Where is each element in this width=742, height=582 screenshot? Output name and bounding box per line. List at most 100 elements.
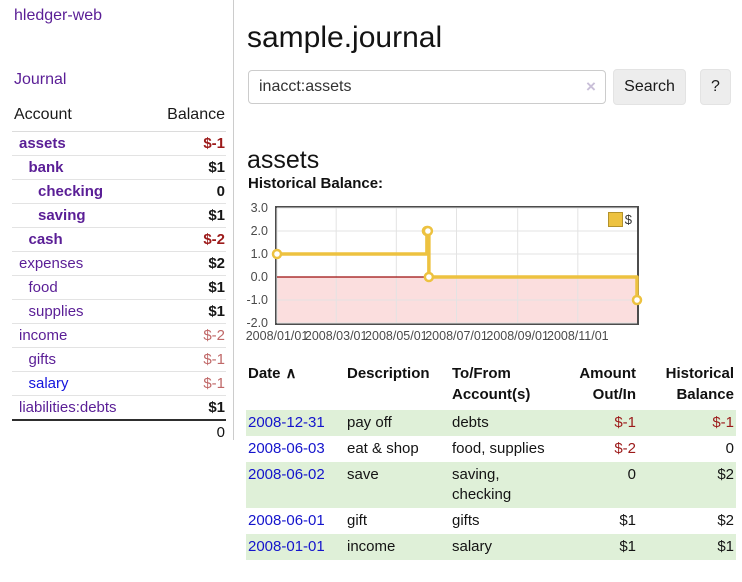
account-link[interactable]: cash <box>28 231 63 248</box>
register-header-description: Description <box>347 365 430 382</box>
account-balance: 0 <box>147 179 226 204</box>
account-row: salary $-1 <box>12 371 226 396</box>
account-row: assets $-1 <box>12 131 226 156</box>
transaction-amount: $-2 <box>614 440 636 457</box>
account-balance: $1 <box>147 203 226 228</box>
x-tick-label: 2008/01/01 <box>245 329 309 343</box>
chart-legend: $ <box>607 212 632 227</box>
help-button[interactable]: ? <box>700 69 731 105</box>
account-row: saving $1 <box>12 203 226 228</box>
account-cell: assets <box>12 131 148 156</box>
account-cell: gifts <box>12 347 148 372</box>
account-balance: $-1 <box>147 347 226 372</box>
account-balance: $1 <box>147 275 226 300</box>
account-cell: food <box>12 275 148 300</box>
transaction-accounts: saving, checking <box>450 462 566 508</box>
account-link[interactable]: food <box>28 279 58 296</box>
account-link[interactable]: liabilities:debts <box>19 399 117 416</box>
brand-link[interactable]: hledger-web <box>14 7 103 24</box>
account-cell: supplies <box>12 299 148 324</box>
x-tick-label: 2008/09/01 <box>486 329 549 343</box>
transaction-date-link[interactable]: 2008-06-02 <box>248 466 325 483</box>
account-cell: salary <box>12 371 148 396</box>
transaction-row: 2008-06-03 eat & shop food, supplies $-2… <box>246 436 736 462</box>
transaction-date-link[interactable]: 2008-06-03 <box>248 440 325 457</box>
account-balance: $2 <box>147 251 226 276</box>
account-heading: assets <box>247 145 320 174</box>
y-tick-label: -1.0 <box>246 293 268 307</box>
account-link[interactable]: gifts <box>28 351 57 368</box>
account-row: income $-2 <box>12 323 226 348</box>
transaction-amount: $1 <box>566 534 638 560</box>
register-header-date[interactable]: Date ∧ <box>246 361 345 410</box>
search-input[interactable] <box>248 70 606 104</box>
chart-title: Historical Balance: <box>248 175 384 192</box>
sidebar: hledger-web Journal Account Balance asse… <box>0 0 234 444</box>
sort-asc-icon: ∧ <box>285 365 297 382</box>
transaction-date-cell: 2008-12-31 <box>246 410 345 436</box>
clear-search-icon[interactable]: × <box>586 77 596 96</box>
transaction-accounts: food, supplies <box>452 440 545 457</box>
account-balance: $-1 <box>147 131 226 156</box>
account-link[interactable]: bank <box>28 159 64 176</box>
account-balance: $-2 <box>147 323 226 348</box>
transaction-description: gift <box>347 512 368 529</box>
y-tick-label: 3.0 <box>250 201 268 215</box>
account-balance: $-2 <box>147 227 226 252</box>
page-title: sample.journal <box>247 21 443 55</box>
sidebar-item-journal[interactable]: Journal <box>14 71 67 88</box>
transaction-accounts: gifts <box>452 512 480 529</box>
date-header-label: Date <box>248 365 281 382</box>
chart-plot-area <box>271 207 643 324</box>
transaction-description: eat & shop <box>347 440 419 457</box>
account-link[interactable]: assets <box>19 135 66 152</box>
transaction-description: save <box>345 462 450 508</box>
data-point-marker[interactable] <box>422 225 434 237</box>
account-row: liabilities:debts $1 <box>12 395 226 421</box>
data-point-marker[interactable] <box>423 271 435 283</box>
transaction-balance: 0 <box>725 440 734 457</box>
x-tick-label: 2008/11/01 <box>546 329 609 343</box>
account-link[interactable]: checking <box>38 183 104 200</box>
transaction-date-link[interactable]: 2008-01-01 <box>248 538 325 555</box>
x-tick-label: 2008/05/01 <box>365 329 428 343</box>
transaction-row: 2008-06-01 gift gifts $1 $2 <box>246 508 736 534</box>
transaction-accounts: debts <box>450 410 566 436</box>
account-row: checking 0 <box>12 179 226 204</box>
register-header-accounts: To/From Account(s) <box>452 365 531 403</box>
account-link[interactable]: income <box>19 327 68 344</box>
account-row: bank $1 <box>12 155 226 180</box>
account-cell: liabilities:debts <box>12 395 148 421</box>
accounts-total-value: 0 <box>147 419 226 444</box>
register-header-amount: Amount Out/In <box>579 365 636 403</box>
chart-x-axis-labels: 2008/01/01 2008/03/01 2008/05/01 2008/07/01… <box>246 329 639 345</box>
account-link[interactable]: saving <box>38 207 86 224</box>
transaction-row: 2008-01-01 income salary $1 $1 <box>246 534 736 560</box>
account-cell: saving <box>12 203 148 228</box>
y-tick-label: 0.0 <box>250 270 268 284</box>
historical-balance-chart: $ <box>271 206 643 325</box>
account-link[interactable]: supplies <box>28 303 84 320</box>
register-header-balance: Historical Balance <box>665 365 734 403</box>
y-tick-label: 1.0 <box>250 247 268 261</box>
transaction-accounts: salary <box>450 534 566 560</box>
account-cell: income <box>12 323 148 348</box>
account-cell: expenses <box>12 251 148 276</box>
account-cell: bank <box>12 155 148 180</box>
data-point-marker[interactable] <box>631 294 643 306</box>
transaction-row: 2008-06-02 save saving, checking 0 $2 <box>246 462 736 508</box>
account-row: food $1 <box>12 275 226 300</box>
transaction-balance: $-1 <box>638 410 736 436</box>
account-link[interactable]: expenses <box>19 255 84 272</box>
account-row: supplies $1 <box>12 299 226 324</box>
transaction-date-link[interactable]: 2008-06-01 <box>248 512 325 529</box>
search-button[interactable]: Search <box>613 69 686 105</box>
transaction-balance: $2 <box>717 512 734 529</box>
account-row: cash $-2 <box>12 227 226 252</box>
account-link[interactable]: salary <box>28 375 69 392</box>
data-point-marker[interactable] <box>271 248 283 260</box>
x-tick-label: 2008/03/01 <box>304 329 368 343</box>
transaction-date-link[interactable]: 2008-12-31 <box>248 414 325 431</box>
transaction-balance: $2 <box>638 462 736 508</box>
transaction-date-cell: 2008-01-01 <box>246 534 345 560</box>
